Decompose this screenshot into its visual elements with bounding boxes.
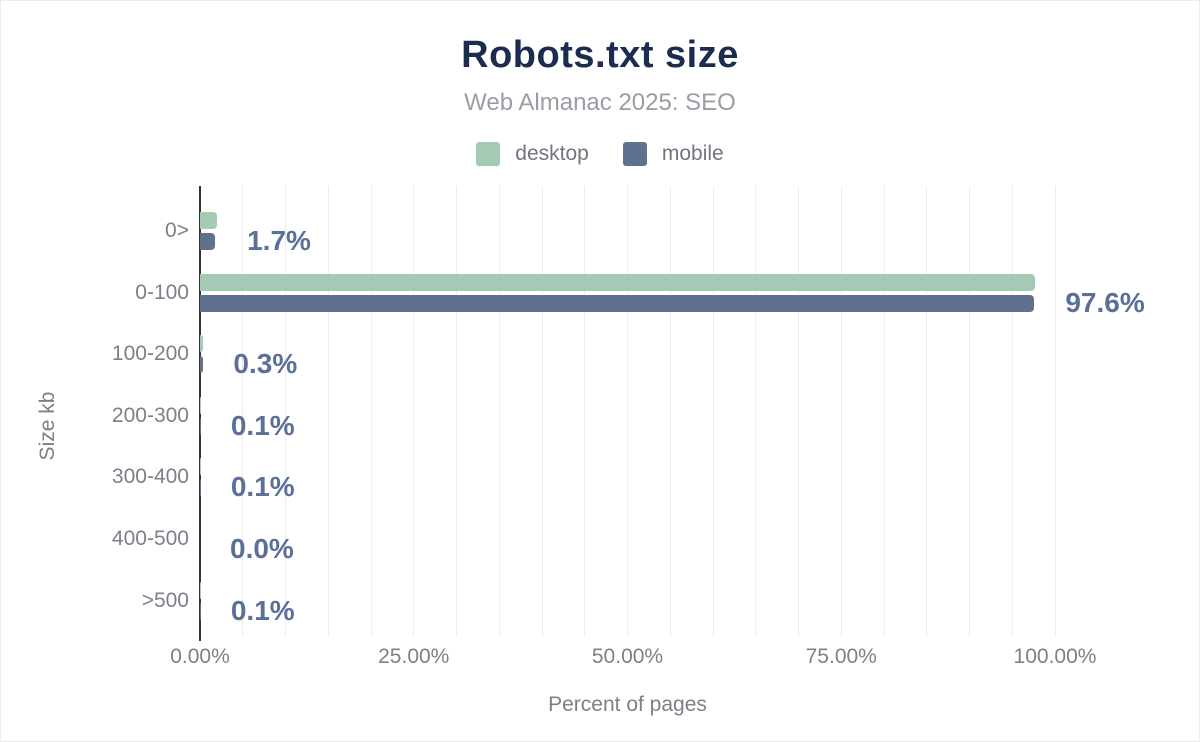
category-label: 0> [165, 219, 189, 242]
gridline [798, 186, 799, 637]
value-label: 0.1% [230, 409, 295, 441]
category-label: 200-300 [111, 403, 189, 427]
gridline [1011, 186, 1013, 637]
gridline [413, 186, 415, 637]
gridline [712, 186, 714, 637]
value-label: 0.1% [230, 594, 295, 626]
bar-mobile-0-100[interactable] [200, 294, 1035, 312]
bar-desktop-200-300[interactable] [200, 396, 201, 414]
x-axis-title: Percent of pages [548, 693, 707, 716]
legend-swatch-desktop-icon [476, 142, 501, 166]
bar-mobile-300-400[interactable] [200, 479, 201, 497]
legend-label: mobile [661, 142, 724, 165]
bar-mobile-200-300[interactable] [200, 417, 201, 435]
bar-desktop--500[interactable] [200, 581, 201, 599]
plot-area: 0> 1.7% 0-100 97.6% 100-200 0.3% 200-300 0.1% 30… [112, 186, 1145, 668]
gridline [456, 186, 457, 637]
gridline [242, 186, 244, 637]
gridline [498, 186, 500, 637]
bar-mobile-100-200[interactable] [200, 356, 203, 374]
legend-swatch-mobile-icon [622, 142, 647, 166]
bar-mobile--500[interactable] [200, 602, 201, 620]
y-axis-title: Size kb [36, 391, 59, 461]
bar-desktop-300-400[interactable] [200, 458, 201, 476]
gridline [883, 186, 885, 637]
bar-mobile-0-[interactable] [200, 233, 215, 250]
gridline [755, 186, 757, 637]
gridline [840, 186, 842, 637]
gridline [584, 186, 586, 637]
legend: desktop mobile [1, 142, 1199, 166]
gridline [926, 186, 928, 637]
category-label: 300-400 [111, 465, 189, 489]
category-label: >500 [141, 588, 189, 612]
x-tick-label: 100.00% [1013, 645, 1097, 668]
category-label: 0-100 [135, 280, 189, 304]
gridline [969, 186, 970, 637]
x-tick-label: 25.00% [378, 645, 450, 668]
gridline [327, 186, 329, 637]
gridline [370, 186, 372, 637]
value-label: 1.7% [247, 225, 311, 256]
gridline [1054, 186, 1056, 637]
chart-title: Robots.txt size [461, 34, 739, 76]
gridline [669, 186, 671, 637]
legend-item-mobile[interactable]: mobile [622, 142, 724, 166]
value-label: 0.3% [233, 348, 298, 380]
value-label: 97.6% [1065, 286, 1145, 318]
gridline [627, 186, 628, 637]
legend-label: desktop [515, 142, 589, 165]
x-tick-label: 0.00% [170, 645, 230, 668]
chart-subtitle: Web Almanac 2025: SEO [464, 89, 736, 116]
bar-desktop-100-200[interactable] [200, 335, 204, 353]
legend-item-desktop[interactable]: desktop [476, 142, 589, 166]
gridline [285, 186, 286, 637]
category-label: 100-200 [111, 342, 189, 366]
bar-desktop-0-100[interactable] [200, 273, 1036, 291]
x-tick-label: 50.00% [591, 645, 664, 668]
value-label: 0.1% [230, 471, 295, 503]
bar-desktop-0-[interactable] [200, 212, 218, 229]
gridline [541, 186, 543, 637]
x-tick-label: 75.00% [805, 645, 877, 668]
category-label: 400-500 [111, 527, 189, 550]
value-label: 0.0% [230, 533, 294, 564]
